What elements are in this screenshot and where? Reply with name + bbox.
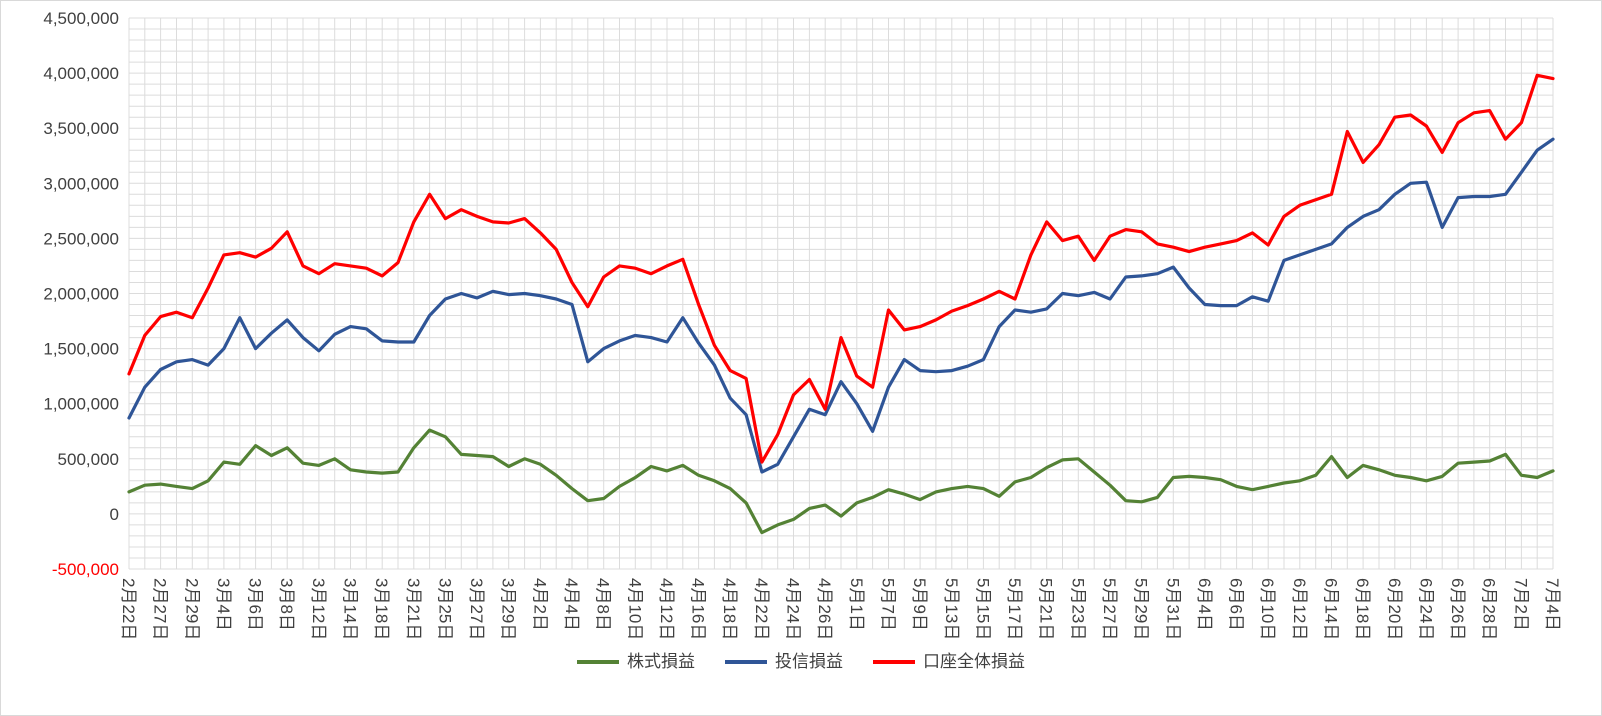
x-tick-label: 5月21日: [1037, 578, 1056, 640]
x-tick-label: 4月16日: [689, 578, 708, 640]
y-tick-label: 1,500,000: [43, 340, 119, 359]
y-axis-labels: 4,500,000 4,000,000 3,500,000 3,000,000 2,50…: [43, 9, 119, 579]
series-line-account: [127, 73, 1555, 464]
legend-swatch-stock: [577, 659, 619, 664]
legend-swatch-account: [873, 659, 915, 664]
x-tick-label: 4月8日: [594, 578, 613, 631]
x-tick-label: 6月26日: [1448, 578, 1467, 640]
series-line-fund: [127, 137, 1555, 474]
legend-item-stock: 株式損益: [577, 653, 695, 670]
x-tick-label: 3月18日: [372, 578, 391, 640]
x-tick-label: 3月6日: [246, 578, 265, 631]
x-tick-label: 4月4日: [562, 578, 581, 631]
x-tick-label: 6月6日: [1227, 578, 1246, 631]
x-tick-label: 4月18日: [720, 578, 739, 640]
x-tick-label: 3月14日: [341, 578, 360, 640]
x-tick-label: 5月7日: [879, 578, 898, 631]
x-tick-label: 6月18日: [1353, 578, 1372, 640]
x-tick-label: 5月9日: [910, 578, 929, 631]
y-tick-label: 1,000,000: [43, 395, 119, 414]
x-tick-label: 4月26日: [815, 578, 834, 640]
x-tick-label: 6月24日: [1416, 578, 1435, 640]
y-tick-label: 500,000: [58, 450, 119, 469]
x-tick-label: 6月4日: [1195, 578, 1214, 631]
x-tick-label: 2月22日: [119, 578, 138, 640]
y-tick-label: -500,000: [52, 560, 119, 579]
x-tick-label: 2月27日: [151, 578, 170, 640]
x-tick-label: 3月27日: [467, 578, 486, 640]
legend-label-fund: 投信損益: [775, 652, 843, 671]
x-tick-label: 4月22日: [752, 578, 771, 640]
x-tick-label: 4月2日: [530, 578, 549, 631]
y-tick-label: 2,500,000: [43, 229, 119, 248]
y-tick-label: 3,500,000: [43, 119, 119, 138]
legend-label-account: 口座全体損益: [923, 652, 1025, 671]
x-tick-label: 4月12日: [657, 578, 676, 640]
y-tick-label: 0: [110, 505, 119, 524]
x-tick-label: 5月1日: [847, 578, 866, 631]
x-tick-label: 3月8日: [277, 578, 296, 631]
x-tick-label: 6月12日: [1290, 578, 1309, 640]
x-axis-labels: 2月22日 2月27日 2月29日 3月4日 3月6日 3月8日 3月12日 3月14日 3月1…: [119, 578, 1562, 640]
y-tick-label: 2,000,000: [43, 285, 119, 304]
x-tick-label: 5月27日: [1100, 578, 1119, 640]
x-tick-label: 7月2日: [1511, 578, 1530, 631]
y-tick-label: 3,000,000: [43, 174, 119, 193]
x-tick-label: 5月13日: [942, 578, 961, 640]
legend-swatch-fund: [725, 659, 767, 664]
x-tick-label: 4月24日: [784, 578, 803, 640]
y-tick-label: 4,500,000: [43, 9, 119, 28]
x-tick-label: 6月28日: [1480, 578, 1499, 640]
x-tick-label: 3月21日: [404, 578, 423, 640]
x-tick-label: 6月20日: [1385, 578, 1404, 640]
x-tick-label: 5月17日: [1005, 578, 1024, 640]
x-tick-label: 5月31日: [1163, 578, 1182, 640]
x-tick-label: 5月15日: [973, 578, 992, 640]
x-tick-label: 5月23日: [1068, 578, 1087, 640]
legend-item-account: 口座全体損益: [873, 653, 1025, 670]
x-tick-label: 3月25日: [435, 578, 454, 640]
legend-label-stock: 株式損益: [627, 652, 695, 671]
x-tick-label: 3月12日: [309, 578, 328, 640]
x-tick-label: 6月14日: [1322, 578, 1341, 640]
x-tick-label: 3月29日: [499, 578, 518, 640]
x-tick-label: 2月29日: [182, 578, 201, 640]
x-tick-label: 4月10日: [625, 578, 644, 640]
series-line-stock: [127, 428, 1555, 535]
legend-item-fund: 投信損益: [725, 653, 843, 670]
x-tick-label: 5月29日: [1132, 578, 1151, 640]
chart-legend: 株式損益 投信損益 口座全体損益: [1, 653, 1601, 670]
x-tick-label: 3月4日: [214, 578, 233, 631]
y-tick-label: 4,000,000: [43, 64, 119, 83]
x-tick-label: 7月4日: [1543, 578, 1562, 631]
x-tick-label: 6月10日: [1258, 578, 1277, 640]
